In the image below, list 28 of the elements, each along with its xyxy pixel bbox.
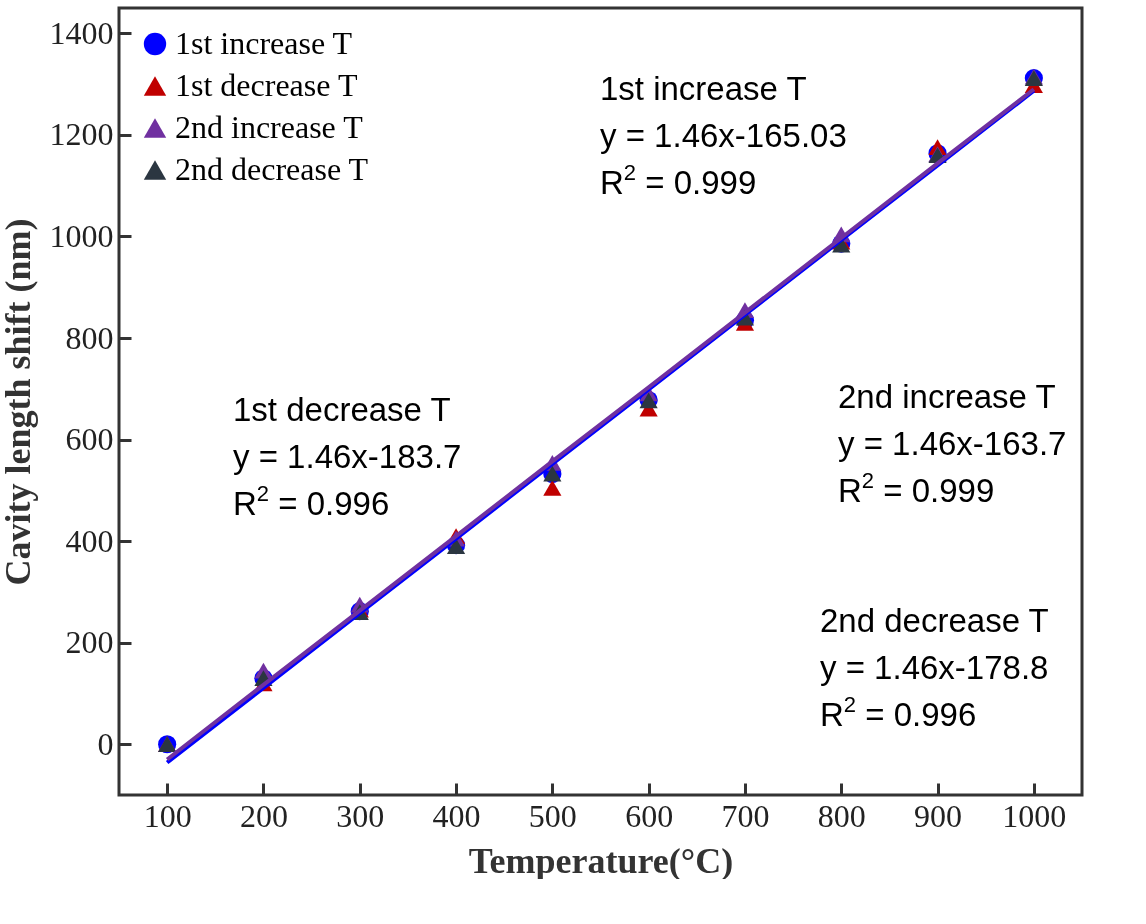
annotation: 2nd increase T y = 1.46x-163.7 R$^{2}$ = 0.999 (838, 377, 1067, 511)
y-tick-label: 1200 (49, 116, 114, 153)
annotation: 2nd decrease T y = 1.46x-178.8 R$^{2}$ = 0.996 (820, 601, 1049, 735)
point (543, 479, 562, 496)
legend-label: 2nd decrease T (175, 151, 369, 187)
x-tick-label: 600 (625, 797, 674, 834)
x-tick-label: 700 (721, 797, 770, 834)
y-tick-label: 400 (65, 522, 114, 559)
x-tick-label: 500 (528, 797, 577, 834)
legend-label: 1st increase T (175, 25, 353, 61)
x-tick-label: 200 (239, 797, 288, 834)
y-tick-label: 0 (97, 725, 114, 762)
y-tick-label: 600 (65, 421, 114, 458)
x-tick-label: 100 (143, 797, 192, 834)
x-tick-label: 300 (336, 797, 385, 834)
annotation: 1st decrease T y = 1.46x-183.7 R$^{2}$ = 0.996 (233, 390, 462, 524)
legend-label: 2nd increase T (175, 109, 364, 145)
x-tick-label: 1000 (1002, 797, 1067, 834)
x-tick-label: 900 (914, 797, 963, 834)
annotation: 1st increase T y = 1.46x-165.03 R$^{2}$ = 0.999 (600, 69, 847, 203)
y-axis-title: Cavity length shift (nm) (0, 218, 38, 586)
x-tick-label: 400 (432, 797, 481, 834)
legend-label: 1st decrease T (175, 67, 358, 103)
y-tick-label: 1000 (49, 217, 114, 254)
x-tick-label: 800 (817, 797, 866, 834)
y-tick-label: 1400 (49, 14, 114, 51)
y-tick-label: 800 (65, 319, 114, 356)
y-tick-label: 200 (65, 624, 114, 661)
